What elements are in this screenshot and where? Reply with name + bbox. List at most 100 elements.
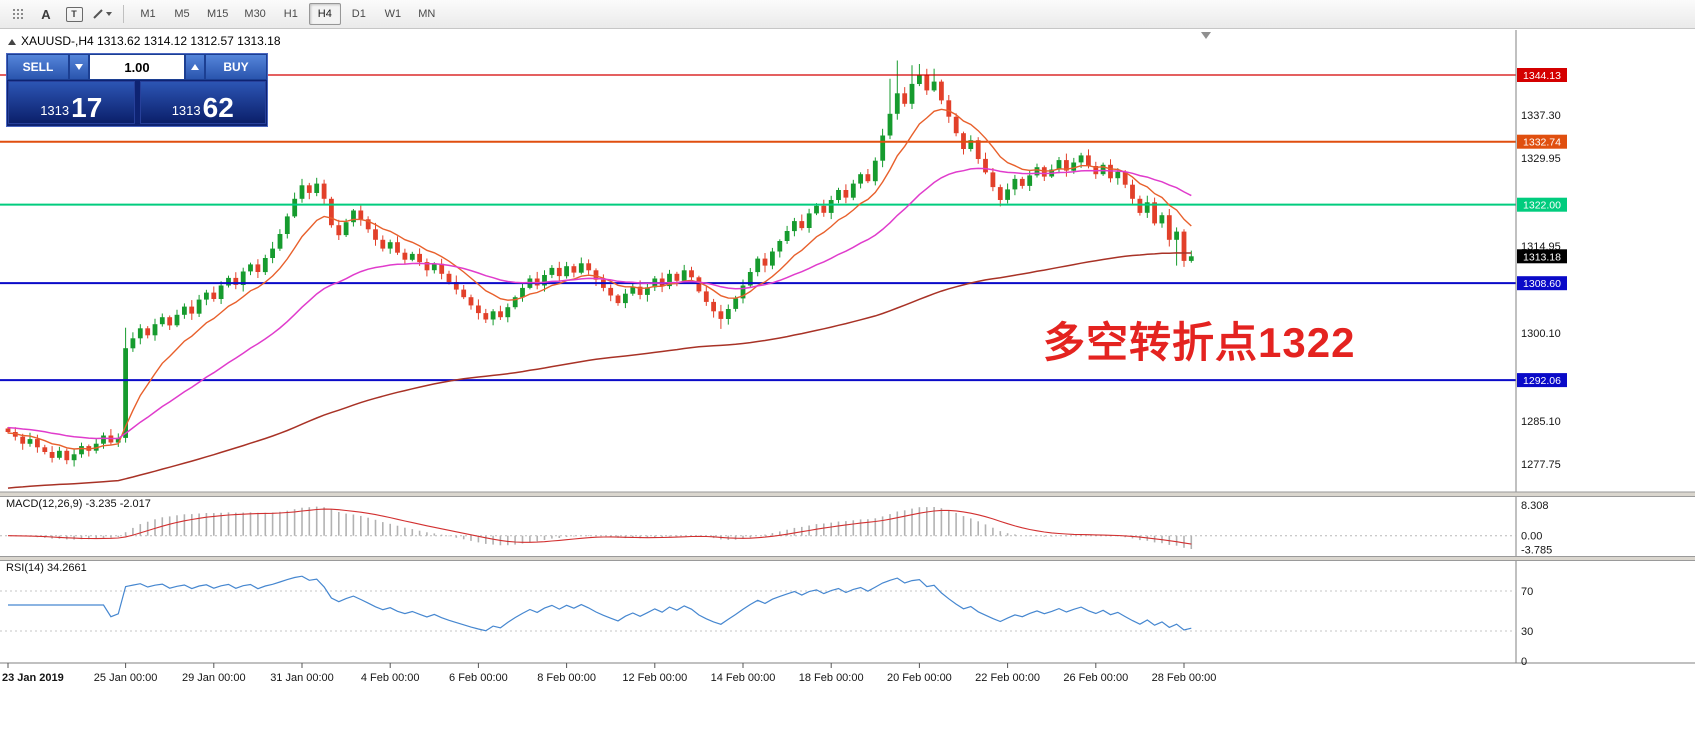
candle-body (542, 275, 547, 286)
candle-body (1078, 155, 1084, 163)
candle-body (468, 297, 474, 306)
macd-panel[interactable] (0, 506, 1516, 549)
time-tick-label: 22 Feb 00:00 (975, 672, 1040, 684)
candle-body (189, 306, 195, 314)
candle-body (1100, 164, 1106, 175)
macd-axis-label: 0.00 (1521, 531, 1542, 543)
candle-body (476, 305, 481, 314)
volume-decrease-button[interactable] (69, 54, 89, 80)
time-tick-label: 8 Feb 00:00 (537, 672, 596, 684)
candle-body (799, 221, 805, 229)
candle-body (770, 251, 775, 266)
candle-body (1137, 198, 1143, 213)
candle-body (233, 277, 239, 285)
candle-body (777, 241, 783, 252)
tf-button-mn[interactable]: MN (418, 8, 436, 20)
candle-body (1027, 175, 1033, 186)
time-tick-label: 26 Feb 00:00 (1063, 672, 1128, 684)
macd-axis-label: 8.308 (1521, 500, 1549, 512)
candle-body (814, 205, 819, 214)
candle-body (292, 198, 298, 217)
candle-body (79, 446, 84, 455)
candle-body (343, 222, 349, 236)
text-box-glyph: T (65, 6, 83, 22)
candle-body (365, 219, 371, 230)
buy-button[interactable]: BUY (205, 54, 267, 80)
candle-body (380, 239, 386, 249)
candle-body (299, 185, 305, 199)
candle-body (703, 291, 709, 302)
tf-button-d1[interactable]: D1 (351, 8, 366, 20)
candle-body (1181, 231, 1187, 261)
text-label-tool-icon[interactable]: A (41, 6, 51, 22)
tf-button-h1[interactable]: H1 (283, 8, 298, 20)
candle-body (329, 198, 334, 226)
candle-body (174, 314, 180, 326)
draw-tools-icon[interactable] (89, 2, 115, 26)
tf-button-m30[interactable]: M30 (244, 8, 266, 20)
rsi-indicator-label: RSI(14) 34.2661 (6, 562, 87, 574)
tf-button-w1[interactable]: W1 (384, 8, 402, 20)
candle-body (115, 437, 121, 443)
price-badge (1517, 373, 1567, 388)
candle-body (645, 287, 650, 295)
candle-body (865, 174, 871, 182)
price-tick-label: 1285.10 (1521, 416, 1561, 428)
buy-price-display: 1313 62 (139, 81, 266, 124)
candle-body (314, 183, 320, 193)
panel-splitter[interactable] (0, 492, 1695, 497)
sell-button[interactable]: SELL (7, 54, 69, 80)
candle-body (637, 286, 643, 295)
candle-body (939, 81, 944, 101)
macd-indicator-label: MACD(12,26,9) -3.235 -2.017 (6, 498, 151, 510)
candle-body (262, 258, 268, 273)
candle-body (894, 93, 900, 114)
ma-mid-line (7, 167, 1192, 440)
candle-body (167, 317, 173, 326)
candle-body (850, 183, 856, 198)
tf-button-h4[interactable]: H4 (308, 3, 341, 25)
volume-input[interactable] (90, 55, 184, 79)
candle-body (512, 297, 518, 308)
candle-body (1130, 184, 1135, 199)
candle-body (1041, 167, 1047, 177)
rsi-panel[interactable] (0, 575, 1516, 632)
price-badge (1517, 197, 1567, 212)
candle-body (586, 263, 592, 271)
candle-body (917, 74, 922, 84)
time-tick-label: 28 Feb 00:00 (1152, 672, 1217, 684)
toolbar-grip-icon[interactable] (5, 2, 31, 26)
chart-shift-marker-icon[interactable] (1201, 32, 1211, 39)
tf-button-m5[interactable]: M5 (174, 8, 190, 20)
candle-body (218, 285, 224, 299)
top-toolbar: A T M1 M5 M15 M30 H1 H4 D1 W1 MN (0, 0, 1695, 29)
volume-increase-button[interactable] (185, 54, 205, 80)
tf-button-m1[interactable]: M1 (140, 8, 156, 20)
sell-price-base: 1313 (40, 103, 70, 118)
main-price-chart[interactable] (0, 60, 1516, 489)
candle-body (556, 267, 562, 277)
one-click-toggle-icon[interactable] (8, 39, 16, 45)
candle-body (762, 258, 768, 266)
candle-body (284, 216, 290, 234)
candle-body (1115, 171, 1121, 179)
price-tick-label: 1329.95 (1521, 153, 1561, 165)
tf-button-m15[interactable]: M15 (207, 8, 229, 20)
candle-body (240, 271, 246, 285)
price-tick-label: 1300.10 (1521, 328, 1561, 340)
candle-body (931, 81, 937, 91)
candle-body (623, 293, 628, 304)
panel-splitter[interactable] (0, 556, 1695, 561)
text-box-tool-icon[interactable]: T (61, 2, 87, 26)
rsi-line (8, 575, 1192, 632)
candle-body (402, 252, 408, 260)
candle-body (630, 286, 636, 294)
time-tick-label: 12 Feb 00:00 (622, 672, 687, 684)
ma-fast-line (7, 108, 1192, 450)
rsi-axis-label: 70 (1521, 586, 1533, 598)
candle-body (681, 270, 687, 281)
candle-body (409, 253, 415, 260)
candle-body (1086, 155, 1091, 166)
chart-annotation-text[interactable]: 多空转折点1322 (1043, 319, 1356, 366)
